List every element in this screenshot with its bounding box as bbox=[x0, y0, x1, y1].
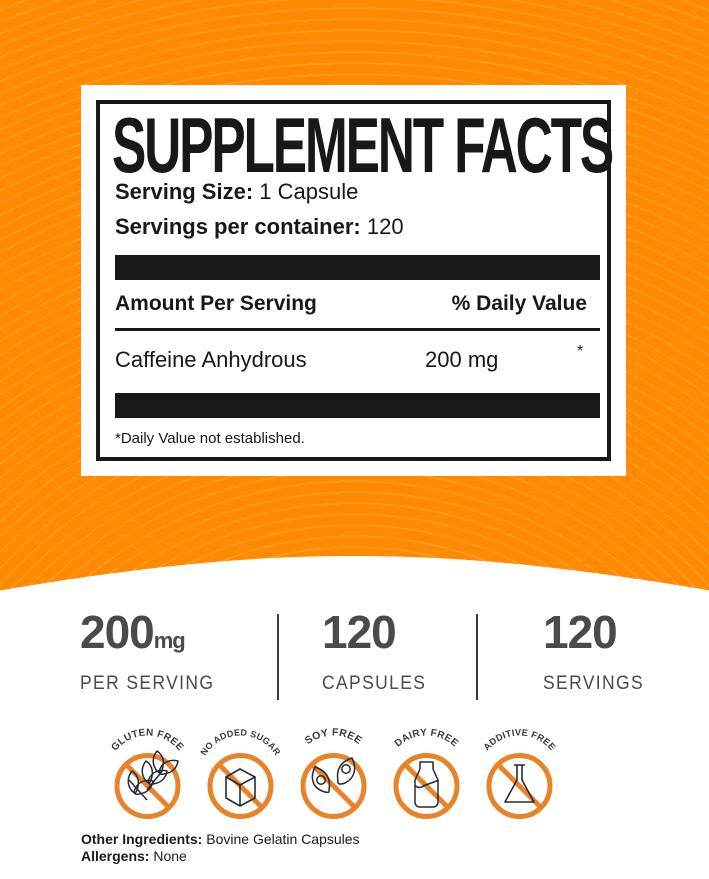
svg-text:SOY FREE: SOY FREE bbox=[303, 726, 364, 747]
svg-text:GLUTEN FREE: GLUTEN FREE bbox=[109, 727, 185, 753]
svg-text:NO ADDED SUGAR: NO ADDED SUGAR bbox=[198, 727, 282, 757]
svg-text:ADDITIVE FREE: ADDITIVE FREE bbox=[482, 727, 558, 752]
svg-text:DAIRY FREE: DAIRY FREE bbox=[393, 727, 460, 749]
